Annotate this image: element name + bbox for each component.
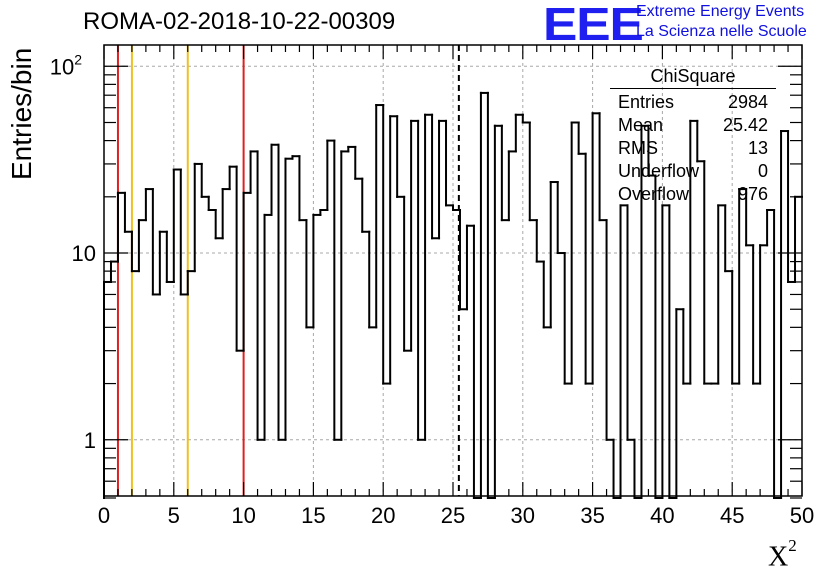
x-tick-label: 25 (441, 503, 465, 528)
x-axis-label-base: X (768, 541, 789, 573)
stats-label: RMS (618, 138, 658, 158)
histogram-series (103, 91, 803, 499)
chart-title: ROMA-02-2018-10-22-00309 (83, 8, 396, 35)
stats-label: Overflow (618, 184, 690, 204)
x-axis-label: X2 (768, 536, 797, 573)
grid (104, 45, 802, 496)
stats-box: ChiSquare Entries 2984 Mean 25.42 RMS 13 Un… (610, 66, 776, 206)
stats-value: 13 (747, 138, 768, 158)
x-tick-label: 50 (790, 503, 814, 528)
brand-line-1: Extreme Energy Events (636, 3, 805, 20)
y-tick-label-exponent: 2 (74, 51, 82, 67)
stats-value: 0 (757, 161, 768, 181)
x-tick-label: 0 (98, 503, 110, 528)
stats-value: 976 (737, 184, 768, 204)
stats-label: Mean (618, 115, 664, 135)
stats-label: Entries (618, 92, 675, 112)
x-tick-label: 40 (650, 503, 674, 528)
x-tick-label: 5 (168, 503, 180, 528)
reference-lines (116, 45, 460, 496)
x-tick-label: 20 (371, 503, 395, 528)
stats-label: Underflow (618, 161, 700, 181)
x-tick-label: 10 (231, 503, 255, 528)
x-tick-label: 15 (301, 503, 325, 528)
x-tick-label: 35 (580, 503, 604, 528)
brand-line-2: La Scienza nelle Scuole (636, 23, 807, 40)
axis-ticks (103, 45, 803, 499)
stats-row-underflow: Underflow 0 (610, 160, 776, 183)
stats-row-overflow: Overflow 976 (610, 183, 776, 206)
x-axis-label-exponent: 2 (788, 536, 797, 555)
stats-value: 25.42 (722, 115, 768, 135)
y-tick-label: 1 (84, 428, 96, 453)
eee-logo: EEE (543, 0, 644, 50)
x-tick-label: 45 (720, 503, 744, 528)
stats-row-rms: RMS 13 (610, 137, 776, 160)
y-axis-label: Entries/bin (6, 47, 37, 180)
stats-value: 2984 (727, 92, 768, 112)
y-tick-label: 102 (50, 51, 82, 79)
stats-title: ChiSquare (610, 66, 776, 89)
stats-row-entries: Entries 2984 (610, 91, 776, 114)
y-tick-label: 10 (72, 241, 96, 266)
stats-row-mean: Mean 25.42 (610, 114, 776, 137)
x-tick-label: 30 (511, 503, 535, 528)
